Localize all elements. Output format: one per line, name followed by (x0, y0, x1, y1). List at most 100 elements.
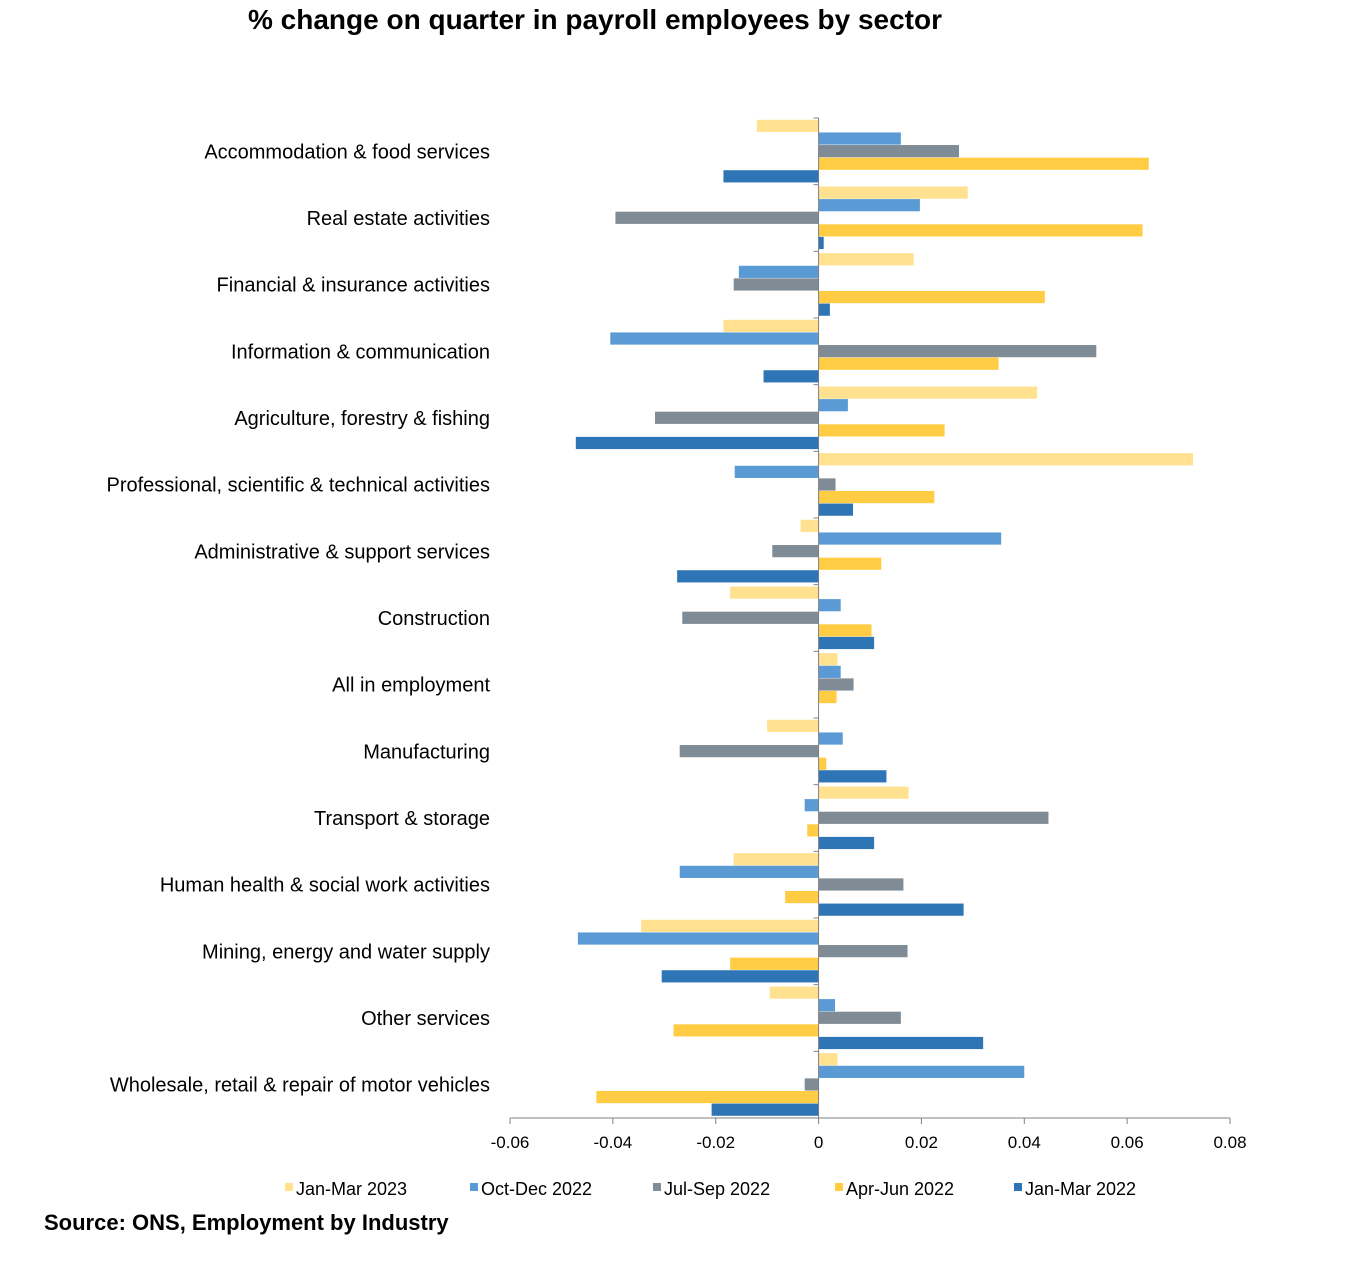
bar (738, 265, 819, 278)
legend-item: Jul-Sep 2022 (653, 1179, 770, 1199)
bar (818, 999, 836, 1012)
bar (818, 357, 999, 370)
bar (679, 865, 819, 878)
bar (818, 132, 901, 145)
legend-item: Oct-Dec 2022 (470, 1179, 592, 1199)
bar (818, 290, 1045, 304)
bar (818, 624, 872, 637)
bar (577, 932, 819, 945)
chart-title: % change on quarter in payroll employees… (248, 4, 942, 35)
bar (818, 199, 920, 212)
category-label: Manufacturing (363, 741, 490, 763)
x-tick-label: -0.04 (593, 1133, 632, 1152)
bar (818, 786, 909, 799)
category-label: Financial & insurance activities (217, 275, 490, 297)
legend: Jan-Mar 2023 Oct-Dec 2022 Jul-Sep 2022 Apr-… (285, 1179, 1136, 1199)
x-tick-label: -0.02 (696, 1133, 735, 1152)
bar (818, 811, 1049, 824)
category-label: Real estate activities (307, 208, 490, 230)
x-tick-label: 0.02 (905, 1133, 938, 1152)
bar (818, 599, 841, 612)
bar (818, 399, 848, 412)
bar (818, 490, 935, 504)
category-label: Mining, energy and water supply (202, 941, 490, 963)
bar (730, 586, 819, 599)
legend-swatch (653, 1183, 661, 1191)
bar (677, 570, 819, 583)
legend-swatch (285, 1183, 293, 1191)
bar (610, 332, 819, 345)
bar (818, 224, 1143, 237)
bar (818, 532, 1002, 545)
category-label: Wholesale, retail & repair of motor vehi… (110, 1075, 490, 1097)
category-label: Information & communication (231, 341, 490, 363)
bar (818, 1036, 984, 1050)
source-note: Source: ONS, Employment by Industry (44, 1210, 449, 1235)
category-label: All in employment (332, 675, 490, 697)
bar (723, 170, 819, 183)
bar (818, 903, 964, 916)
category-label: Agriculture, forestry & fishing (234, 408, 490, 430)
bar (818, 186, 968, 199)
bar (575, 436, 819, 450)
bar (818, 557, 882, 570)
legend-label: Jan-Mar 2022 (1025, 1179, 1136, 1199)
bar (818, 836, 875, 850)
bar (818, 478, 836, 491)
x-tick-label: -0.06 (491, 1133, 530, 1152)
bar (772, 545, 819, 558)
bar (818, 386, 1038, 399)
bar (818, 453, 1193, 466)
bar (818, 503, 854, 516)
legend-label: Apr-Jun 2022 (846, 1179, 954, 1199)
bar (679, 745, 819, 758)
bar (734, 465, 819, 478)
legend-label: Oct-Dec 2022 (481, 1179, 592, 1199)
bar (818, 636, 875, 650)
bar (615, 211, 819, 224)
bar (818, 732, 843, 745)
bar (733, 853, 819, 866)
legend-label: Jul-Sep 2022 (664, 1179, 770, 1199)
bar (818, 770, 887, 783)
category-label: Construction (378, 608, 490, 630)
axes: -0.06 -0.04 -0.02 0 0.02 0.04 0.06 0.08 (491, 117, 1247, 1152)
bar (818, 145, 959, 158)
bar (818, 253, 914, 266)
category-label: Human health & social work activities (160, 875, 490, 897)
category-label: Transport & storage (314, 808, 490, 830)
bar (596, 1090, 819, 1104)
category-labels: Accommodation & food services Real estate… (107, 141, 491, 1096)
legend-label: Jan-Mar 2023 (296, 1179, 407, 1199)
x-tick-label: 0.04 (1008, 1133, 1041, 1152)
bar (785, 890, 819, 904)
bar (818, 1011, 901, 1024)
bar (818, 878, 904, 891)
bar (807, 824, 819, 837)
bar (804, 1078, 819, 1091)
x-tick-label: 0.08 (1213, 1133, 1246, 1152)
bar (655, 411, 819, 424)
category-label: Other services (361, 1008, 490, 1030)
category-label: Professional, scientific & technical act… (107, 475, 491, 497)
bar (661, 970, 819, 983)
bar (818, 236, 824, 250)
legend-item: Jan-Mar 2023 (285, 1179, 407, 1199)
bar (818, 1065, 1025, 1078)
bar (723, 319, 819, 333)
bar (818, 945, 908, 958)
x-tick-label: 0 (814, 1133, 823, 1152)
legend-swatch (470, 1183, 478, 1191)
legend-swatch (1014, 1183, 1022, 1191)
bar (769, 986, 819, 999)
bar (818, 157, 1149, 170)
bar (767, 719, 819, 733)
bar (673, 1024, 819, 1037)
bars (575, 119, 1193, 1116)
bar (818, 653, 838, 666)
bar (763, 370, 819, 383)
category-label: Administrative & support services (194, 541, 490, 563)
bar (733, 278, 819, 291)
bar (818, 345, 1097, 358)
